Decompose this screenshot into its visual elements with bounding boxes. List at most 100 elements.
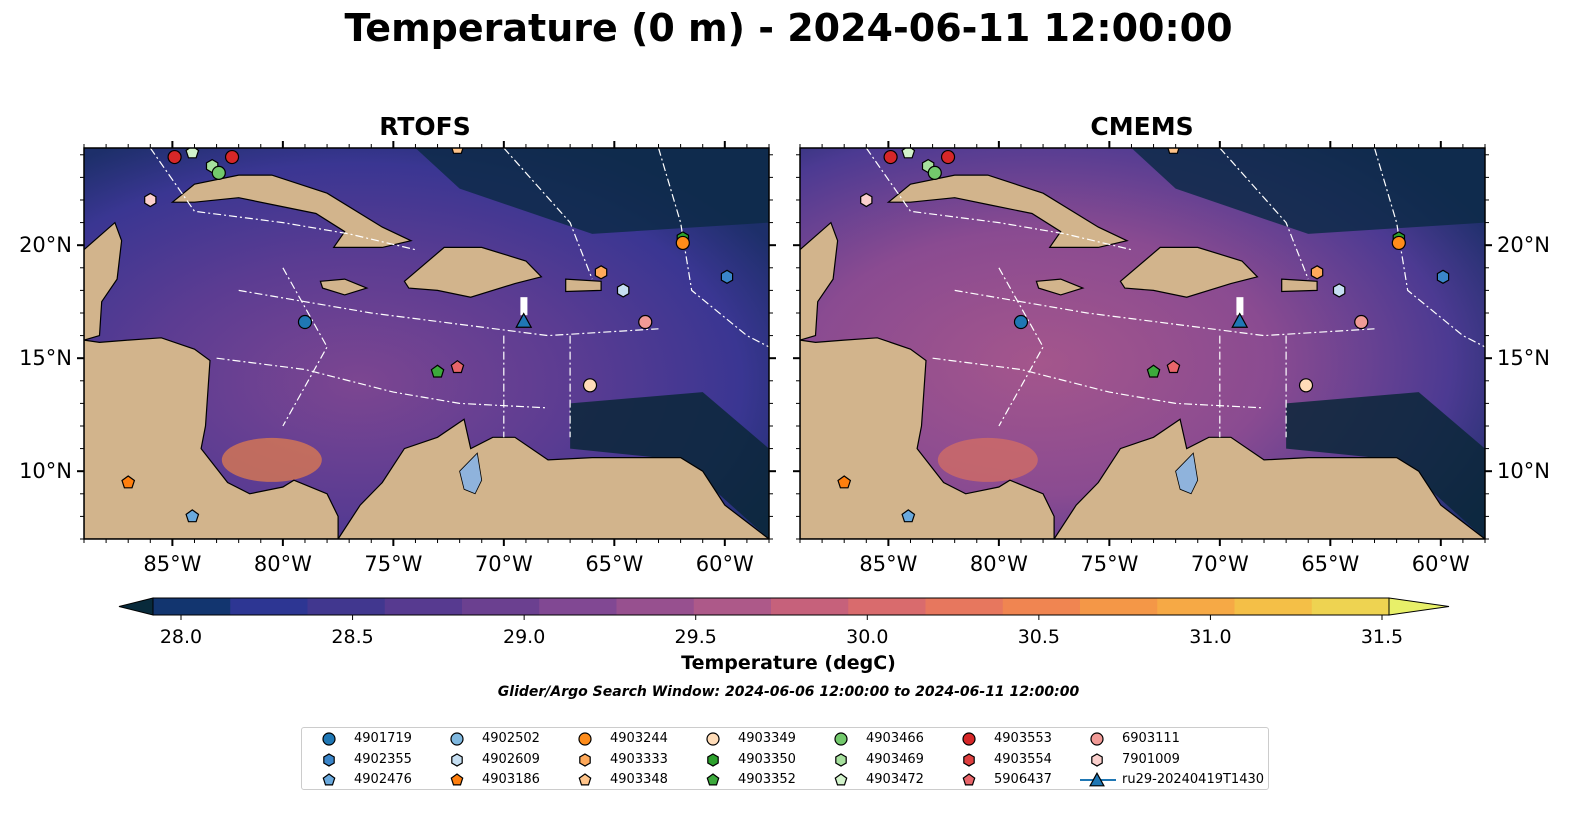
lon-tick-label: 60°W [1412,552,1470,576]
cool-water-region [415,148,769,234]
lake-maracaibo [1175,452,1199,495]
pentagon-icon [834,773,848,786]
eez-boundary [282,267,328,427]
colorbar-extend-low [118,597,154,616]
colorbar-segment [307,598,386,615]
legend-label: 4903352 [738,772,796,787]
eez-boundary [503,148,593,280]
obs-marker-ru29-20240419T1430 [1231,312,1249,328]
land-polygon [800,221,839,341]
obs-marker-4902609 [616,283,630,298]
colorbar-segment [925,598,1004,615]
pentagon-icon [322,773,336,786]
hexagon-icon [963,752,975,767]
circle-icon [962,732,976,746]
colorbar-segment [153,598,231,615]
colorbar-tick-label: 28.0 [160,626,202,648]
legend-label: 4903333 [610,751,668,767]
obs-marker-ru29-20240419T1430 [515,312,533,328]
hexagon-icon [1091,752,1103,767]
obs-marker-4903348 [1167,148,1180,154]
obs-marker-4902355 [1436,269,1450,284]
lat-tick-label: 15°N [19,346,72,370]
pentagon-icon [450,773,464,786]
circle-icon [706,732,720,746]
colorbar-segment [616,598,695,615]
circle-icon [322,732,336,746]
warm-water-patch [221,437,322,482]
legend-label: 7901009 [1122,751,1180,767]
legend-label: 4902502 [482,731,540,746]
legend-label: 4903186 [482,772,540,787]
lat-tick-label: 15°N [1497,346,1550,370]
obs-marker-4903333 [1310,265,1324,280]
colorbar-segment [848,598,926,615]
colorbar-tick-label: 29.5 [675,626,717,648]
obs-marker-4903352 [1146,364,1161,378]
colorbar-tick-label: 31.5 [1361,626,1403,648]
lat-tick-label: 10°N [19,459,72,483]
legend-label: 4903349 [738,731,796,746]
colorbar-segment [1234,598,1313,615]
lon-tick-label: 80°W [254,552,312,576]
obs-marker-5906437 [1166,359,1181,374]
colorbar-frame [152,597,1390,616]
land-polygon [565,278,602,293]
obs-marker-4901719 [297,314,313,330]
obs-marker-4903333 [594,265,608,280]
obs-marker-4903553 [940,149,956,165]
land-polygon [337,418,769,539]
colorbar-segment [462,598,540,615]
legend-label: 4903350 [738,751,796,767]
map-panel-cmems: 85°W 80°W 75°W 70°W 65°W 60°W 20°N 15°N 10°N [793,141,1550,576]
lon-tick-label: 60°W [696,552,754,576]
obs-marker-7901009 [144,192,157,208]
colorbar-tick-label: 28.5 [331,626,373,648]
lon-tick-label: 85°W [859,552,917,576]
map-frame [799,147,1486,540]
colorbar-tick-label: 31.0 [1189,626,1231,648]
colorbar-segment [1157,598,1235,615]
lat-tick-label: 10°N [1497,459,1550,483]
circle-icon [1090,732,1104,746]
colorbar-segment [1311,598,1390,615]
hexagon-icon [451,752,463,767]
eez-boundary [657,148,769,348]
legend-label: 4903244 [610,731,668,746]
land-polygon [1053,418,1485,539]
obs-marker-4903348 [451,148,464,154]
lat-tick-label: 20°N [1497,233,1550,257]
circle-icon [450,732,464,746]
panel-title-rtofs: RTOFS [379,112,471,141]
land-polygon [84,221,123,341]
legend-label: ru29-20240419T1430 [1122,772,1265,787]
obs-marker-5906437 [450,359,465,374]
triangle-line-icon [1080,771,1116,787]
hexagon-icon [707,752,719,767]
legend-label: 4903466 [866,731,924,746]
obs-marker-6903111 [1354,314,1369,330]
legend-label: 5906437 [994,772,1052,787]
panel-title-cmems: CMEMS [1090,112,1194,141]
land-polygon [800,337,1055,539]
lon-tick-label: 65°W [1301,552,1359,576]
land-polygon [1119,246,1259,298]
eez-boundary [932,357,1265,409]
obs-marker-4901719 [1013,314,1029,330]
figure-title: Temperature (0 m) - 2024-06-11 12:00:00 [344,6,1233,50]
legend-label: 4903348 [610,772,668,787]
hexagon-icon [835,752,847,767]
colorbar-segment [771,598,849,615]
lat-tick-label: 20°N [19,233,72,257]
obs-marker-4903244 [1391,235,1406,251]
land-polygon [170,174,413,248]
lon-tick-label: 85°W [143,552,201,576]
circle-icon [834,732,848,746]
obs-marker-4903466 [927,165,942,180]
land-polygon [886,174,1129,248]
obs-marker-4902609 [1332,283,1346,298]
obs-marker-4902355 [720,269,734,284]
land-polygon [319,278,369,296]
land-polygon [84,337,339,539]
colorbar-tick-label: 29.0 [503,626,545,648]
